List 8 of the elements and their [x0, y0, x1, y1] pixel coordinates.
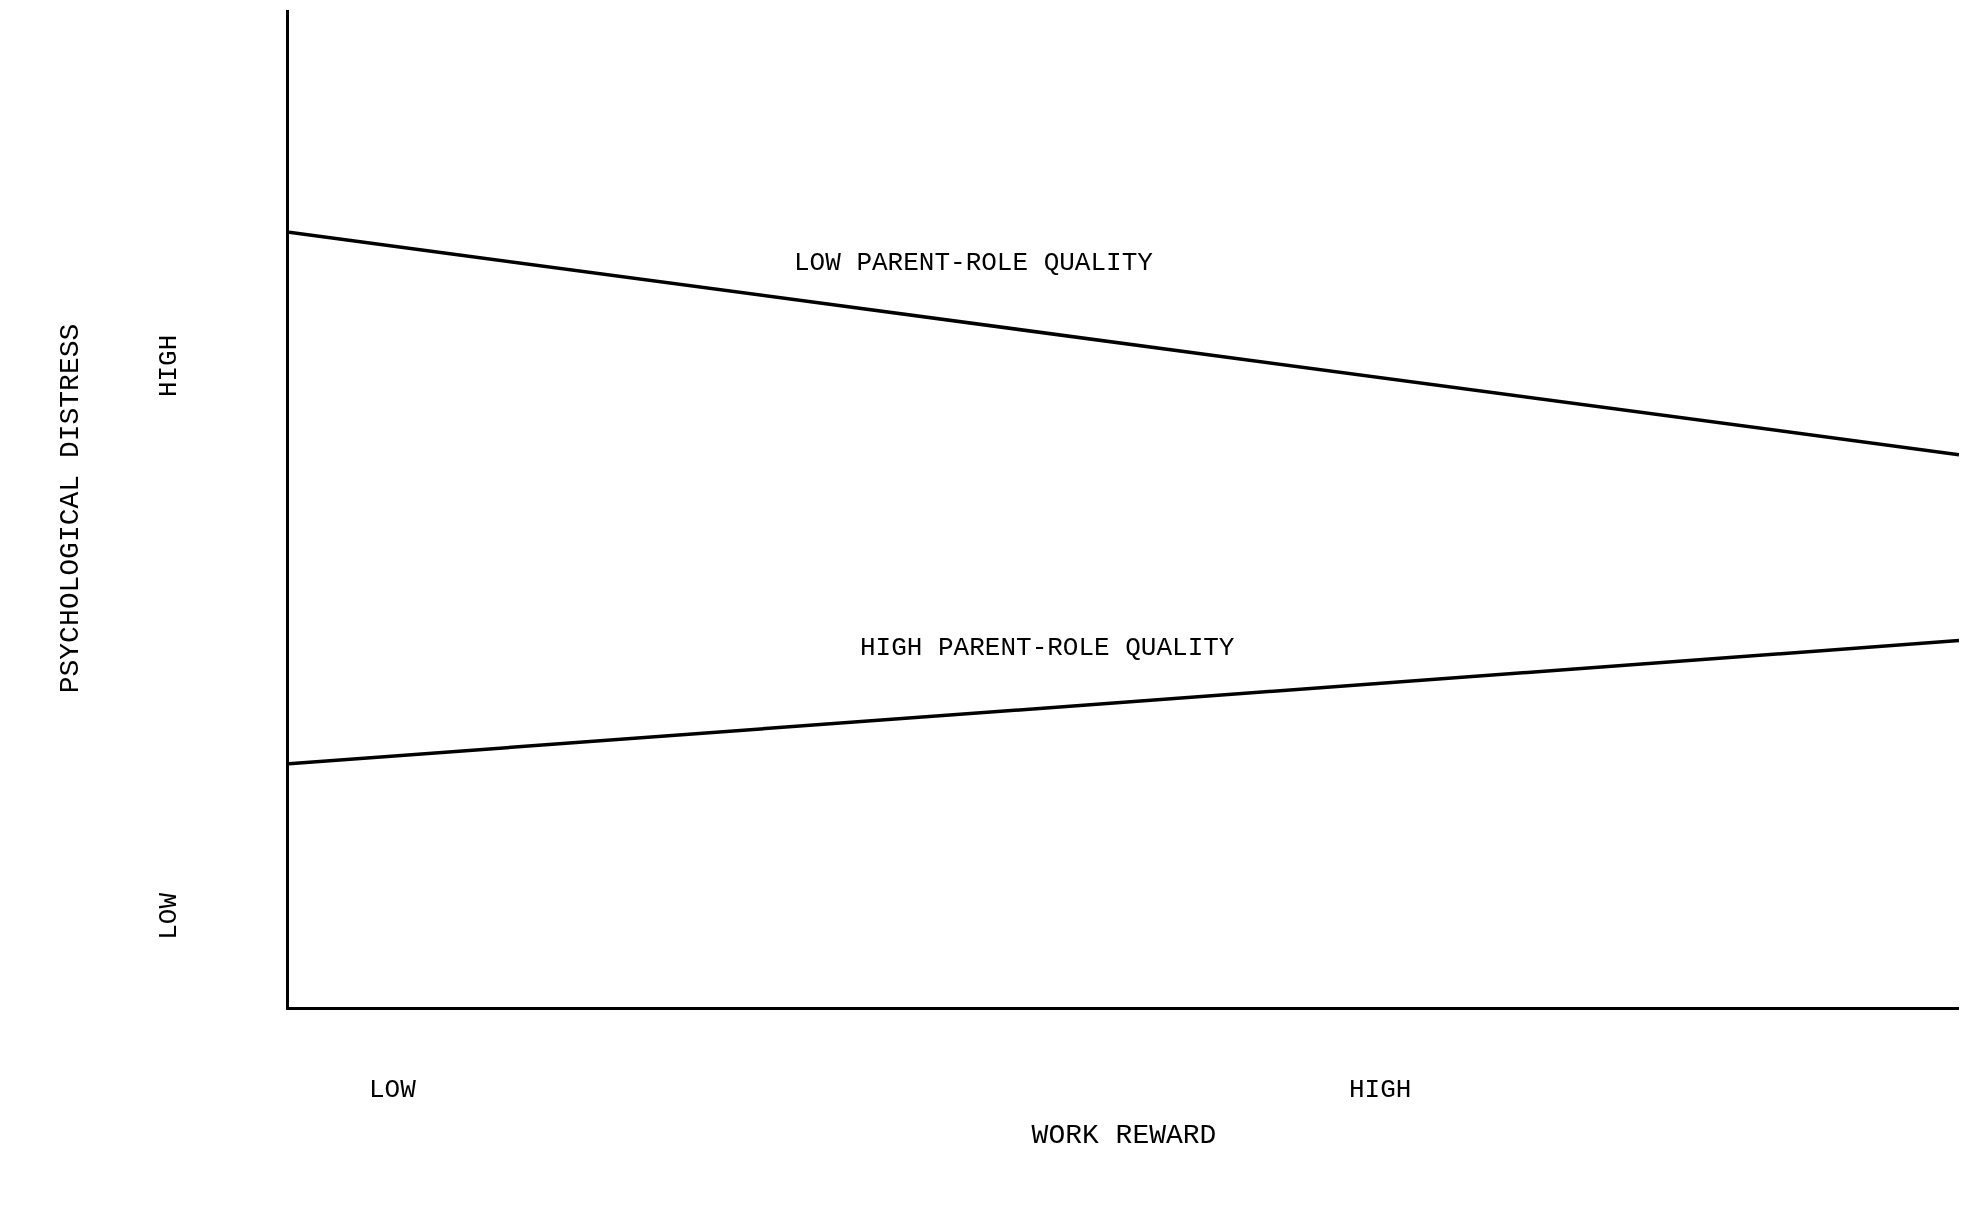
- series-label: HIGH PARENT-ROLE QUALITY: [860, 633, 1235, 663]
- text: HIGH: [1349, 1075, 1412, 1105]
- annotation: LOW: [154, 892, 185, 940]
- series-label: LOW PARENT-ROLE QUALITY: [794, 248, 1154, 278]
- x-axis-title: WORK REWARD: [1031, 1120, 1217, 1152]
- text: LOW: [369, 1075, 417, 1105]
- y-axis-title: PSYCHOLOGICAL DISTRESS: [54, 323, 86, 694]
- annotation: HIGH: [154, 334, 185, 398]
